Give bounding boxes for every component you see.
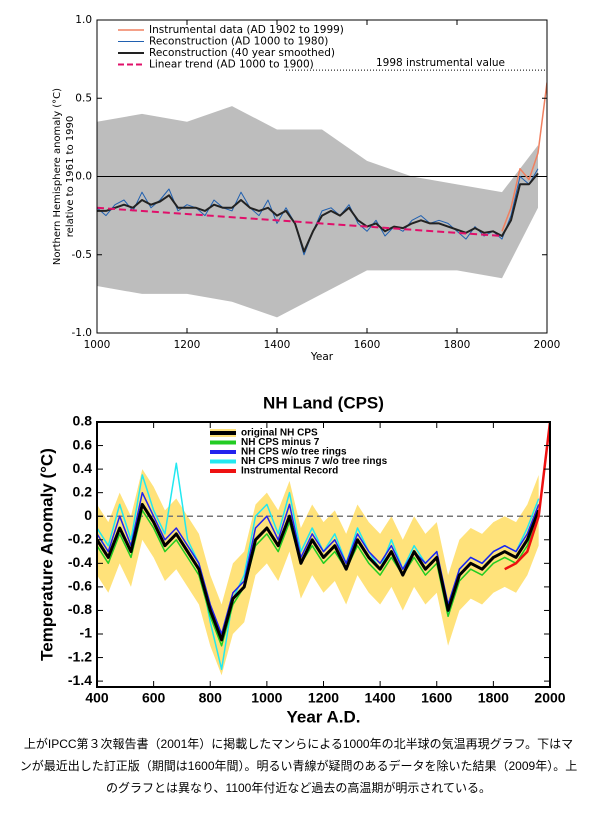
legend-label: Reconstruction (40 year smoothed): [149, 47, 335, 59]
x-tick-label: 1400: [365, 690, 396, 706]
legend-label: NH CPS minus 7 w/o tree rings: [241, 456, 388, 467]
series-line: [501, 82, 547, 232]
x-tick-label: 2000: [534, 690, 565, 706]
legend-label: original NH CPS: [241, 428, 318, 439]
x-tick-label: 1200: [174, 339, 201, 351]
x-tick-label: 600: [142, 690, 166, 706]
reference-label: 1998 instrumental value: [376, 57, 505, 69]
chart-title: NH Land (CPS): [263, 393, 384, 412]
series-line: [97, 168, 539, 256]
y-tick-label: -0.2: [68, 530, 92, 546]
y-tick-label: -1: [80, 625, 93, 641]
y-tick-label: -1.4: [68, 672, 92, 688]
chart: NH Land (CPS) 0.8 0.6 0.4 0.2 0 -0.2 -0.4 -0.6 -0…: [37, 393, 565, 726]
chart: 1998 instrumental value -1.0 -0.5 0.0 0.5 1.0…: [52, 14, 560, 363]
series-line: [97, 206, 503, 237]
y-tick-label: 0.6: [73, 436, 93, 452]
legend-label: Instrumental Record: [241, 466, 338, 477]
plot-area: [97, 82, 547, 318]
y-tick-label: -0.4: [68, 554, 92, 570]
y-tick-label: -0.5: [72, 249, 93, 261]
series-line: [97, 509, 540, 647]
y-tick-label: 0.2: [73, 483, 93, 499]
x-tick-label: 400: [85, 690, 109, 706]
x-axis-label: Year A.D.: [286, 707, 360, 726]
legend-label: Instrumental data (AD 1902 to 1999): [149, 24, 344, 36]
series-line: [97, 502, 541, 642]
y-tick-label: 0.5: [75, 92, 92, 104]
x-tick-label: 1600: [421, 690, 452, 706]
y-tick-label: 0.0: [75, 171, 92, 183]
x-tick-label: 2000: [534, 339, 561, 351]
y-axis-label: Temperature Anomaly (°C): [37, 448, 56, 661]
y-axis-label: relative to 1961 to 1990: [65, 116, 76, 237]
uncertainty-band: [97, 469, 539, 676]
x-tick-label: 800: [199, 690, 223, 706]
y-tick-label: -0.6: [68, 578, 92, 594]
x-tick-label: 1200: [308, 690, 339, 706]
plot-area: [97, 422, 550, 676]
y-tick-label: 1.0: [75, 14, 92, 26]
caption: 上がIPCC第３次報告書（2001年）に掲載したマンらによる1000年の北半球の…: [19, 737, 578, 795]
y-tick-label: 0.4: [73, 460, 93, 476]
legend-label: Reconstruction (AD 1000 to 1980): [149, 36, 328, 48]
legend-label: Linear trend (AD 1000 to 1900): [149, 59, 314, 71]
x-tick-label: 1600: [354, 339, 381, 351]
x-tick-label: 1800: [444, 339, 471, 351]
x-tick-label: 1000: [84, 339, 111, 351]
y-axis-label: Northern Hemisphere anomaly (°C): [52, 88, 63, 265]
y-tick-label: 0.8: [73, 413, 93, 429]
series-line: [97, 491, 540, 635]
legend-label: NH CPS w/o tree rings: [241, 447, 347, 458]
x-tick-label: 1800: [478, 690, 509, 706]
x-axis-label: Year: [310, 351, 334, 363]
uncertainty-band: [97, 106, 538, 318]
y-tick-label: -1.2: [68, 648, 92, 664]
series-line: [504, 422, 550, 571]
x-tick-label: 1400: [264, 339, 291, 351]
legend-label: NH CPS minus 7: [241, 437, 320, 448]
x-tick-label: 1000: [251, 690, 282, 706]
y-tick-label: 0: [84, 507, 92, 523]
y-tick-label: -0.8: [68, 601, 92, 617]
y-tick-label: -1.0: [72, 327, 93, 339]
